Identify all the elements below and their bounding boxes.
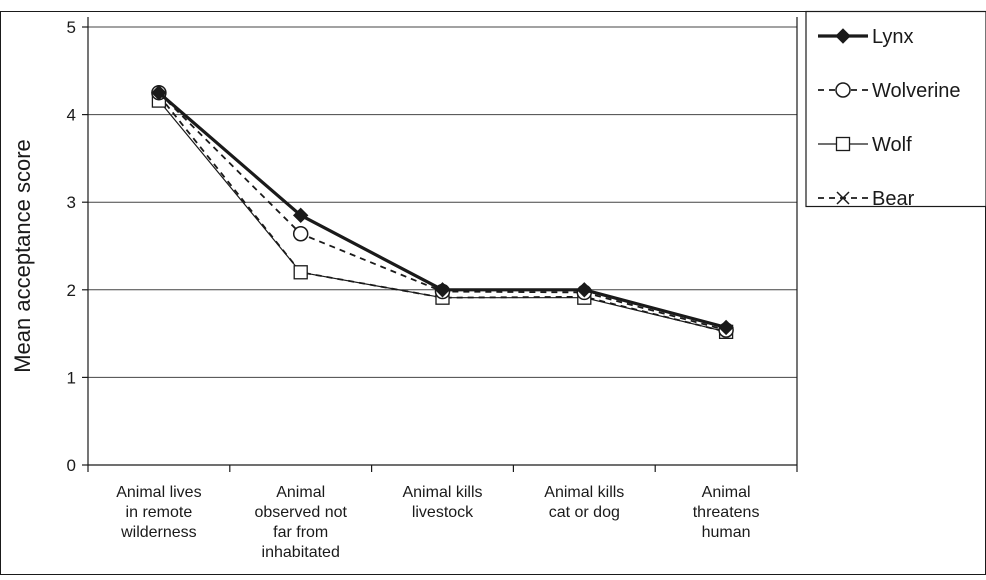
- legend-label-bear: Bear: [872, 188, 915, 210]
- data-point-wolverine: [292, 225, 309, 242]
- legend-marker-bear: [836, 191, 850, 205]
- x-category-label: Animal threatens human: [693, 484, 760, 541]
- x-category-label-line: Animal lives: [116, 484, 201, 501]
- x-category-label-line: Animal: [702, 484, 751, 501]
- y-tick-label: 0: [67, 456, 76, 475]
- legend-label-wolverine: Wolverine: [872, 80, 961, 102]
- x-category-label-line: human: [702, 524, 751, 541]
- legend-item-bear: Bear: [818, 188, 915, 210]
- data-point-wolf: [293, 265, 308, 280]
- data-point-lynx: [576, 282, 593, 298]
- x-category-label: Animal kills cat or dog: [544, 484, 624, 521]
- data-point-lynx: [718, 319, 734, 336]
- x-category-label-line: far from: [273, 524, 328, 541]
- x-category-label: Animal observed not far from inhabitated: [254, 484, 347, 561]
- y-axis-label: Mean acceptance score: [10, 139, 35, 373]
- x-category-label-line: Animal: [276, 484, 325, 501]
- x-category-label-line: threatens: [693, 504, 760, 521]
- series-lynx: [151, 84, 734, 336]
- x-category-label-line: Animal kills: [544, 484, 624, 501]
- legend-box: [805, 10, 986, 208]
- data-point-lynx: [292, 207, 309, 224]
- legend-marker-lynx: [835, 28, 851, 44]
- y-tick-label: 5: [67, 18, 76, 37]
- legend-label-wolf: Wolf: [872, 134, 912, 156]
- y-tick-label: 1: [67, 368, 76, 387]
- y-tick-label: 2: [67, 281, 76, 300]
- legend-item-wolf: Wolf: [818, 134, 912, 156]
- legend-label-lynx: Lynx: [872, 26, 914, 48]
- x-category-label-line: observed not: [254, 504, 347, 521]
- y-tick-label: 4: [67, 106, 76, 125]
- data-point-lynx: [151, 84, 167, 101]
- series-group: [151, 84, 734, 339]
- legend-item-wolverine: Wolverine: [818, 80, 961, 102]
- x-category-label: Animal kills livestock: [402, 484, 482, 521]
- x-category-label: Animal lives in remote wilderness: [116, 484, 201, 541]
- legend-marker-wolf: [835, 136, 851, 152]
- x-category-label-line: in remote: [126, 504, 193, 521]
- x-category-label-line: inhabitated: [262, 544, 340, 561]
- data-point-lynx: [434, 282, 451, 298]
- series-wolf: [151, 93, 734, 339]
- x-category-label-line: wilderness: [120, 524, 197, 541]
- y-tick-label: 3: [67, 193, 76, 212]
- legend-item-lynx: Lynx: [818, 26, 914, 48]
- y-tick-labels: 0 1 2 3 4 5: [67, 18, 76, 475]
- x-category-label-line: cat or dog: [549, 504, 620, 521]
- legend: Lynx Wolverine Wolf Bear: [805, 10, 986, 210]
- x-category-labels: Animal lives in remote wilderness Animal obs…: [116, 484, 759, 561]
- x-category-label-line: livestock: [412, 504, 474, 521]
- legend-marker-wolverine: [835, 82, 851, 98]
- gridlines: [88, 26, 797, 378]
- x-category-label-line: Animal kills: [402, 484, 482, 501]
